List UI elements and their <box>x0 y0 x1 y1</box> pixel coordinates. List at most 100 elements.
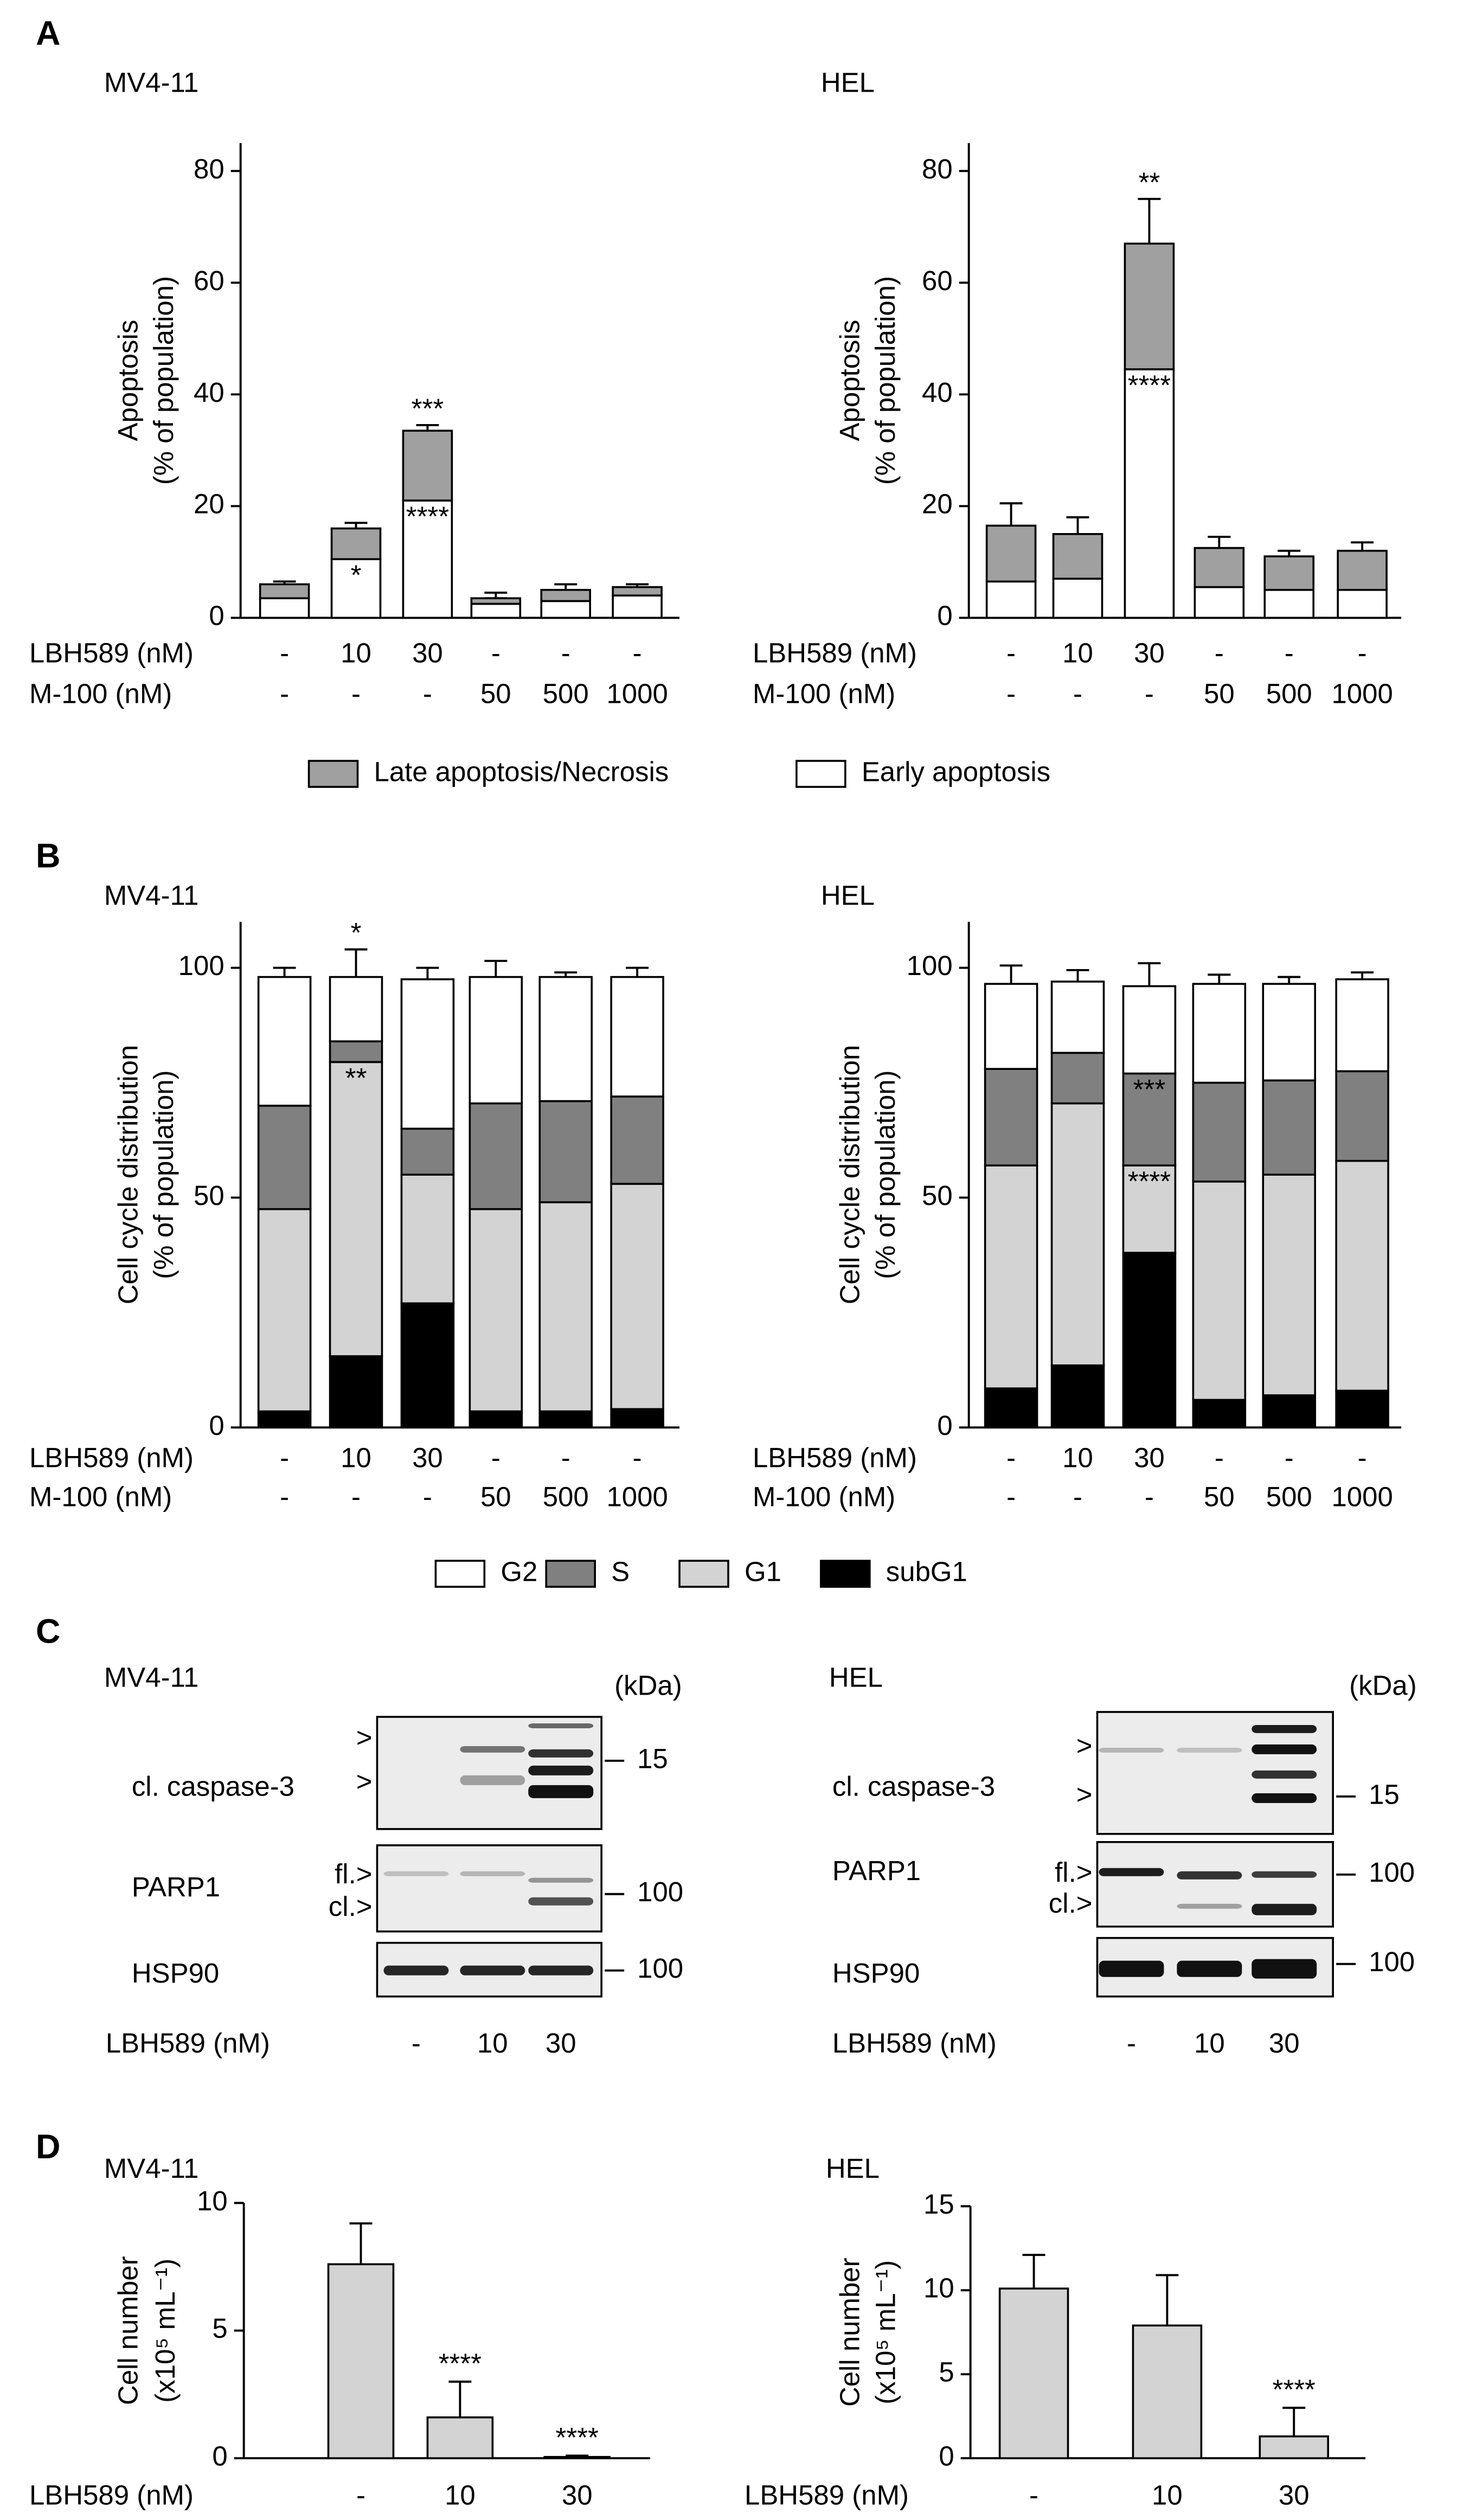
treatment-label: LBH589 (nM) <box>753 1442 917 1473</box>
y-tick-label: 0 <box>937 600 952 631</box>
band-marker: > <box>356 1722 373 1753</box>
legend-swatch <box>678 1560 729 1588</box>
blot-band <box>383 1965 449 1976</box>
bar-segment <box>1194 547 1245 588</box>
treatment-value: - <box>423 678 432 709</box>
legend-swatch <box>545 1560 596 1588</box>
treatment-value: 500 <box>1266 1482 1312 1512</box>
blot-band <box>1252 1793 1317 1803</box>
bar-segment <box>1052 578 1103 619</box>
legend-label: Early apoptosis <box>862 756 1050 787</box>
size-label: 100 <box>1369 1857 1415 1888</box>
bar-segment <box>469 1208 523 1413</box>
bar-segment <box>469 1102 523 1210</box>
bar <box>1259 2435 1329 2459</box>
bar-segment <box>984 1387 1038 1429</box>
y-axis-label: (% of population) <box>870 1070 901 1279</box>
treatment-value: - <box>561 1442 570 1473</box>
treatment-label: LBH589 (nM) <box>745 2479 909 2510</box>
treatment-value: - <box>1029 2479 1038 2510</box>
bar-segment <box>538 976 593 1102</box>
bar-segment <box>1335 1070 1389 1162</box>
significance: * <box>351 560 362 591</box>
treatment-value: - <box>356 2479 365 2510</box>
chart-title: HEL <box>821 880 875 910</box>
band-marker: > <box>1076 1779 1093 1810</box>
bar <box>426 2416 494 2459</box>
blot-box <box>376 1844 602 1933</box>
bar-segment <box>1122 1164 1177 1254</box>
blot-band <box>528 1965 594 1976</box>
treatment-value: - <box>633 638 642 669</box>
y-axis-label: (% of population) <box>148 1070 179 1279</box>
blot-band <box>383 1871 449 1876</box>
legend-swatch <box>795 760 846 788</box>
treatment-value: - <box>1006 638 1016 669</box>
treatment-value: 50 <box>1204 678 1235 709</box>
treatment-value: 1000 <box>606 678 668 709</box>
bar-segment <box>257 976 312 1107</box>
blot-band <box>1177 1903 1242 1909</box>
treatment-label: M-100 (nM) <box>29 678 172 709</box>
blot-band <box>528 1749 594 1758</box>
treatment-value: - <box>1358 638 1367 669</box>
treatment-value: 50 <box>480 678 511 709</box>
legend-label: Late apoptosis/Necrosis <box>374 756 669 787</box>
treatment-value: - <box>1215 638 1224 669</box>
treatment-label: LBH589 (nM) <box>832 2028 997 2059</box>
treatment-label: M-100 (nM) <box>753 1482 895 1512</box>
legend-label: G1 <box>745 1556 781 1587</box>
y-tick-label: 100 <box>907 950 953 981</box>
blot-unit: (kDa) <box>1349 1670 1417 1701</box>
y-axis-label: (x10⁵ mL⁻¹) <box>870 2260 901 2404</box>
bar-segment <box>538 1100 593 1203</box>
panel-label: A <box>36 15 60 53</box>
treatment-value: 30 <box>412 1442 443 1473</box>
bar-segment <box>1335 1159 1389 1392</box>
chart-title: MV4-11 <box>104 880 199 910</box>
legend-label: G2 <box>501 1556 537 1587</box>
size-label: 15 <box>1369 1779 1400 1810</box>
bar-segment <box>259 583 310 600</box>
treatment-value: - <box>351 678 361 709</box>
y-tick-label: 20 <box>922 489 953 520</box>
blot-band <box>528 1877 594 1883</box>
significance: **** <box>1273 2374 1316 2405</box>
treatment-value: 10 <box>1062 1442 1093 1473</box>
y-axis-label: Cell cycle distribution <box>834 1045 865 1305</box>
y-tick-label: 60 <box>922 265 953 296</box>
size-label: 100 <box>637 1953 683 1984</box>
blot-title: HEL <box>829 1662 883 1692</box>
treatment-value: - <box>412 2028 421 2059</box>
treatment-value: - <box>1073 1482 1082 1512</box>
significance: * <box>351 917 362 948</box>
y-tick-label: 60 <box>194 265 224 296</box>
band-marker: > <box>1076 1730 1093 1761</box>
treatment-value: 1000 <box>1331 678 1393 709</box>
y-axis-label: Apoptosis <box>834 320 865 441</box>
bar-segment <box>259 597 310 619</box>
blot-band <box>1252 1724 1317 1733</box>
bar-segment <box>1050 1364 1105 1429</box>
band-marker: > <box>356 1766 373 1797</box>
blot-band <box>528 1723 594 1728</box>
blot-band <box>1252 1903 1317 1915</box>
size-label: 15 <box>637 1743 668 1774</box>
treatment-value: - <box>280 1482 289 1512</box>
bar-segment <box>1050 980 1105 1054</box>
y-axis-label: Cell number <box>112 2256 143 2405</box>
y-tick-label: 50 <box>922 1180 953 1211</box>
bar-segment <box>538 1410 593 1429</box>
bar-segment <box>1050 1102 1105 1367</box>
blot-band <box>1177 1871 1242 1880</box>
bar-segment <box>470 597 522 605</box>
significance: **** <box>556 2422 599 2453</box>
band-marker: fl.> <box>1055 1857 1092 1888</box>
protein-label: cl. caspase-3 <box>832 1771 995 1801</box>
bar-segment <box>610 1408 664 1429</box>
bar-segment <box>257 1105 312 1210</box>
bar-segment <box>610 1095 664 1185</box>
bar-segment <box>1052 533 1103 580</box>
treatment-value: - <box>351 1482 361 1512</box>
bar <box>543 2455 611 2459</box>
